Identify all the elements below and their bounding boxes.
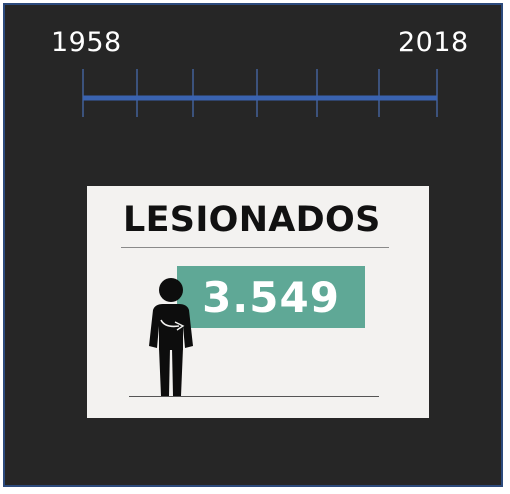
stat-value: 3.549 [202,272,340,322]
timeline-start-year: 1958 [51,27,122,58]
timeline [82,69,438,117]
timeline-end-year: 2018 [398,27,469,58]
stat-title: LESIONADOS [123,200,381,240]
title-divider [121,247,389,248]
stat-value-box: 3.549 [177,266,365,328]
stat-card: LESIONADOS 3.549 [87,186,429,418]
infographic-frame: 1958 2018 LESIONADOS 3.549 [3,3,503,487]
timeline-ticks [82,69,438,117]
person-standing-icon [149,278,193,396]
ground-line [129,396,379,397]
